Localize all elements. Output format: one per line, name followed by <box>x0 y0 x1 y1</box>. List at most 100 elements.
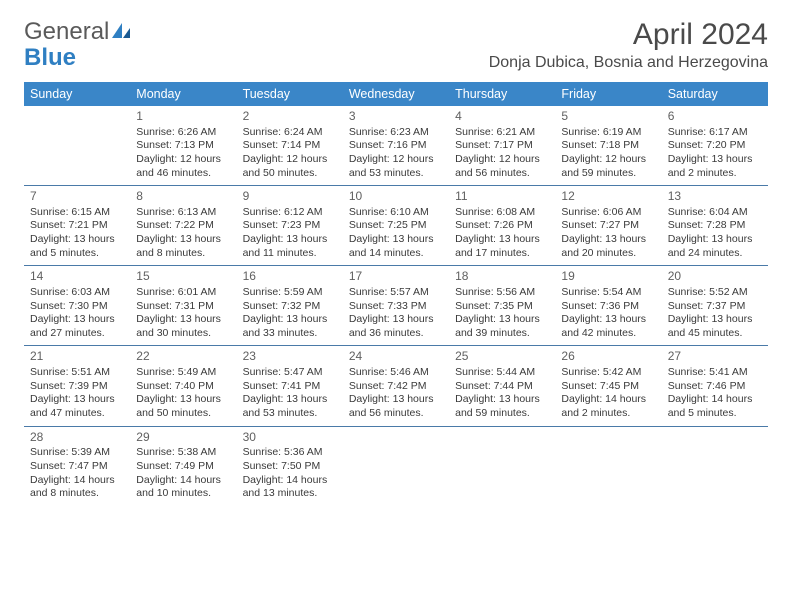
month-title: April 2024 <box>489 18 768 52</box>
sunset-text: Sunset: 7:39 PM <box>30 380 124 394</box>
logo: General <box>24 18 133 46</box>
calendar-day-cell: 21Sunrise: 5:51 AMSunset: 7:39 PMDayligh… <box>24 346 130 426</box>
daylight-text: Daylight: 13 hours and 5 minutes. <box>30 233 124 260</box>
calendar-day-cell: 28Sunrise: 5:39 AMSunset: 7:47 PMDayligh… <box>24 426 130 506</box>
daylight-text: Daylight: 14 hours and 10 minutes. <box>136 474 230 501</box>
calendar-header-row: SundayMondayTuesdayWednesdayThursdayFrid… <box>24 82 768 106</box>
sunset-text: Sunset: 7:42 PM <box>349 380 443 394</box>
sunrise-text: Sunrise: 5:42 AM <box>561 366 655 380</box>
sunrise-text: Sunrise: 6:17 AM <box>668 126 762 140</box>
logo-text-general: General <box>24 18 109 46</box>
sunset-text: Sunset: 7:37 PM <box>668 300 762 314</box>
sunrise-text: Sunrise: 5:59 AM <box>243 286 337 300</box>
daylight-text: Daylight: 13 hours and 2 minutes. <box>668 153 762 180</box>
daylight-text: Daylight: 13 hours and 8 minutes. <box>136 233 230 260</box>
daylight-text: Daylight: 13 hours and 33 minutes. <box>243 313 337 340</box>
daylight-text: Daylight: 14 hours and 2 minutes. <box>561 393 655 420</box>
calendar-day-cell: 15Sunrise: 6:01 AMSunset: 7:31 PMDayligh… <box>130 266 236 346</box>
sunset-text: Sunset: 7:22 PM <box>136 219 230 233</box>
daylight-text: Daylight: 13 hours and 11 minutes. <box>243 233 337 260</box>
day-number: 7 <box>30 189 124 205</box>
day-number: 1 <box>136 109 230 125</box>
day-number: 18 <box>455 269 549 285</box>
sunrise-text: Sunrise: 6:03 AM <box>30 286 124 300</box>
calendar-week-row: 21Sunrise: 5:51 AMSunset: 7:39 PMDayligh… <box>24 346 768 426</box>
daylight-text: Daylight: 13 hours and 20 minutes. <box>561 233 655 260</box>
day-number: 27 <box>668 349 762 365</box>
day-number: 19 <box>561 269 655 285</box>
daylight-text: Daylight: 13 hours and 45 minutes. <box>668 313 762 340</box>
sunrise-text: Sunrise: 6:26 AM <box>136 126 230 140</box>
sunrise-text: Sunrise: 5:52 AM <box>668 286 762 300</box>
daylight-text: Daylight: 13 hours and 27 minutes. <box>30 313 124 340</box>
sunrise-text: Sunrise: 6:21 AM <box>455 126 549 140</box>
weekday-header: Friday <box>555 82 661 106</box>
daylight-text: Daylight: 12 hours and 50 minutes. <box>243 153 337 180</box>
daylight-text: Daylight: 12 hours and 59 minutes. <box>561 153 655 180</box>
sunrise-text: Sunrise: 6:01 AM <box>136 286 230 300</box>
calendar-week-row: 28Sunrise: 5:39 AMSunset: 7:47 PMDayligh… <box>24 426 768 506</box>
daylight-text: Daylight: 13 hours and 47 minutes. <box>30 393 124 420</box>
sunrise-text: Sunrise: 5:54 AM <box>561 286 655 300</box>
calendar-day-cell: 25Sunrise: 5:44 AMSunset: 7:44 PMDayligh… <box>449 346 555 426</box>
day-number: 8 <box>136 189 230 205</box>
daylight-text: Daylight: 13 hours and 24 minutes. <box>668 233 762 260</box>
calendar-week-row: 14Sunrise: 6:03 AMSunset: 7:30 PMDayligh… <box>24 266 768 346</box>
daylight-text: Daylight: 12 hours and 53 minutes. <box>349 153 443 180</box>
calendar-day-cell: 17Sunrise: 5:57 AMSunset: 7:33 PMDayligh… <box>343 266 449 346</box>
day-number: 6 <box>668 109 762 125</box>
calendar-day-cell: 11Sunrise: 6:08 AMSunset: 7:26 PMDayligh… <box>449 186 555 266</box>
calendar-week-row: 7Sunrise: 6:15 AMSunset: 7:21 PMDaylight… <box>24 186 768 266</box>
day-number: 17 <box>349 269 443 285</box>
day-number: 10 <box>349 189 443 205</box>
day-number: 16 <box>243 269 337 285</box>
calendar-day-cell: 27Sunrise: 5:41 AMSunset: 7:46 PMDayligh… <box>662 346 768 426</box>
sunset-text: Sunset: 7:32 PM <box>243 300 337 314</box>
day-number: 30 <box>243 430 337 446</box>
sunrise-text: Sunrise: 5:36 AM <box>243 446 337 460</box>
sunset-text: Sunset: 7:26 PM <box>455 219 549 233</box>
sunset-text: Sunset: 7:17 PM <box>455 139 549 153</box>
sunset-text: Sunset: 7:30 PM <box>30 300 124 314</box>
location: Donja Dubica, Bosnia and Herzegovina <box>489 54 768 72</box>
title-block: April 2024 Donja Dubica, Bosnia and Herz… <box>489 18 768 72</box>
calendar-day-cell: 24Sunrise: 5:46 AMSunset: 7:42 PMDayligh… <box>343 346 449 426</box>
weekday-header: Thursday <box>449 82 555 106</box>
daylight-text: Daylight: 14 hours and 5 minutes. <box>668 393 762 420</box>
calendar-day-cell: 22Sunrise: 5:49 AMSunset: 7:40 PMDayligh… <box>130 346 236 426</box>
calendar-day-cell: 6Sunrise: 6:17 AMSunset: 7:20 PMDaylight… <box>662 106 768 186</box>
calendar-day-cell: 19Sunrise: 5:54 AMSunset: 7:36 PMDayligh… <box>555 266 661 346</box>
sunset-text: Sunset: 7:18 PM <box>561 139 655 153</box>
sunrise-text: Sunrise: 6:10 AM <box>349 206 443 220</box>
sunset-text: Sunset: 7:45 PM <box>561 380 655 394</box>
day-number: 24 <box>349 349 443 365</box>
daylight-text: Daylight: 13 hours and 17 minutes. <box>455 233 549 260</box>
day-number: 20 <box>668 269 762 285</box>
daylight-text: Daylight: 13 hours and 56 minutes. <box>349 393 443 420</box>
day-number: 21 <box>30 349 124 365</box>
sunset-text: Sunset: 7:20 PM <box>668 139 762 153</box>
calendar-day-cell: 13Sunrise: 6:04 AMSunset: 7:28 PMDayligh… <box>662 186 768 266</box>
sunset-text: Sunset: 7:36 PM <box>561 300 655 314</box>
daylight-text: Daylight: 13 hours and 42 minutes. <box>561 313 655 340</box>
calendar-day-cell: 9Sunrise: 6:12 AMSunset: 7:23 PMDaylight… <box>237 186 343 266</box>
sunrise-text: Sunrise: 5:51 AM <box>30 366 124 380</box>
sunset-text: Sunset: 7:49 PM <box>136 460 230 474</box>
logo-sail-icon <box>111 21 133 39</box>
daylight-text: Daylight: 14 hours and 8 minutes. <box>30 474 124 501</box>
calendar-empty-cell <box>555 426 661 506</box>
sunset-text: Sunset: 7:50 PM <box>243 460 337 474</box>
daylight-text: Daylight: 13 hours and 39 minutes. <box>455 313 549 340</box>
day-number: 4 <box>455 109 549 125</box>
sunset-text: Sunset: 7:31 PM <box>136 300 230 314</box>
daylight-text: Daylight: 12 hours and 46 minutes. <box>136 153 230 180</box>
sunrise-text: Sunrise: 5:49 AM <box>136 366 230 380</box>
sunrise-text: Sunrise: 5:39 AM <box>30 446 124 460</box>
daylight-text: Daylight: 14 hours and 13 minutes. <box>243 474 337 501</box>
logo-text-blue: Blue <box>24 44 76 72</box>
sunrise-text: Sunrise: 6:23 AM <box>349 126 443 140</box>
daylight-text: Daylight: 13 hours and 53 minutes. <box>243 393 337 420</box>
day-number: 25 <box>455 349 549 365</box>
day-number: 29 <box>136 430 230 446</box>
calendar-day-cell: 8Sunrise: 6:13 AMSunset: 7:22 PMDaylight… <box>130 186 236 266</box>
